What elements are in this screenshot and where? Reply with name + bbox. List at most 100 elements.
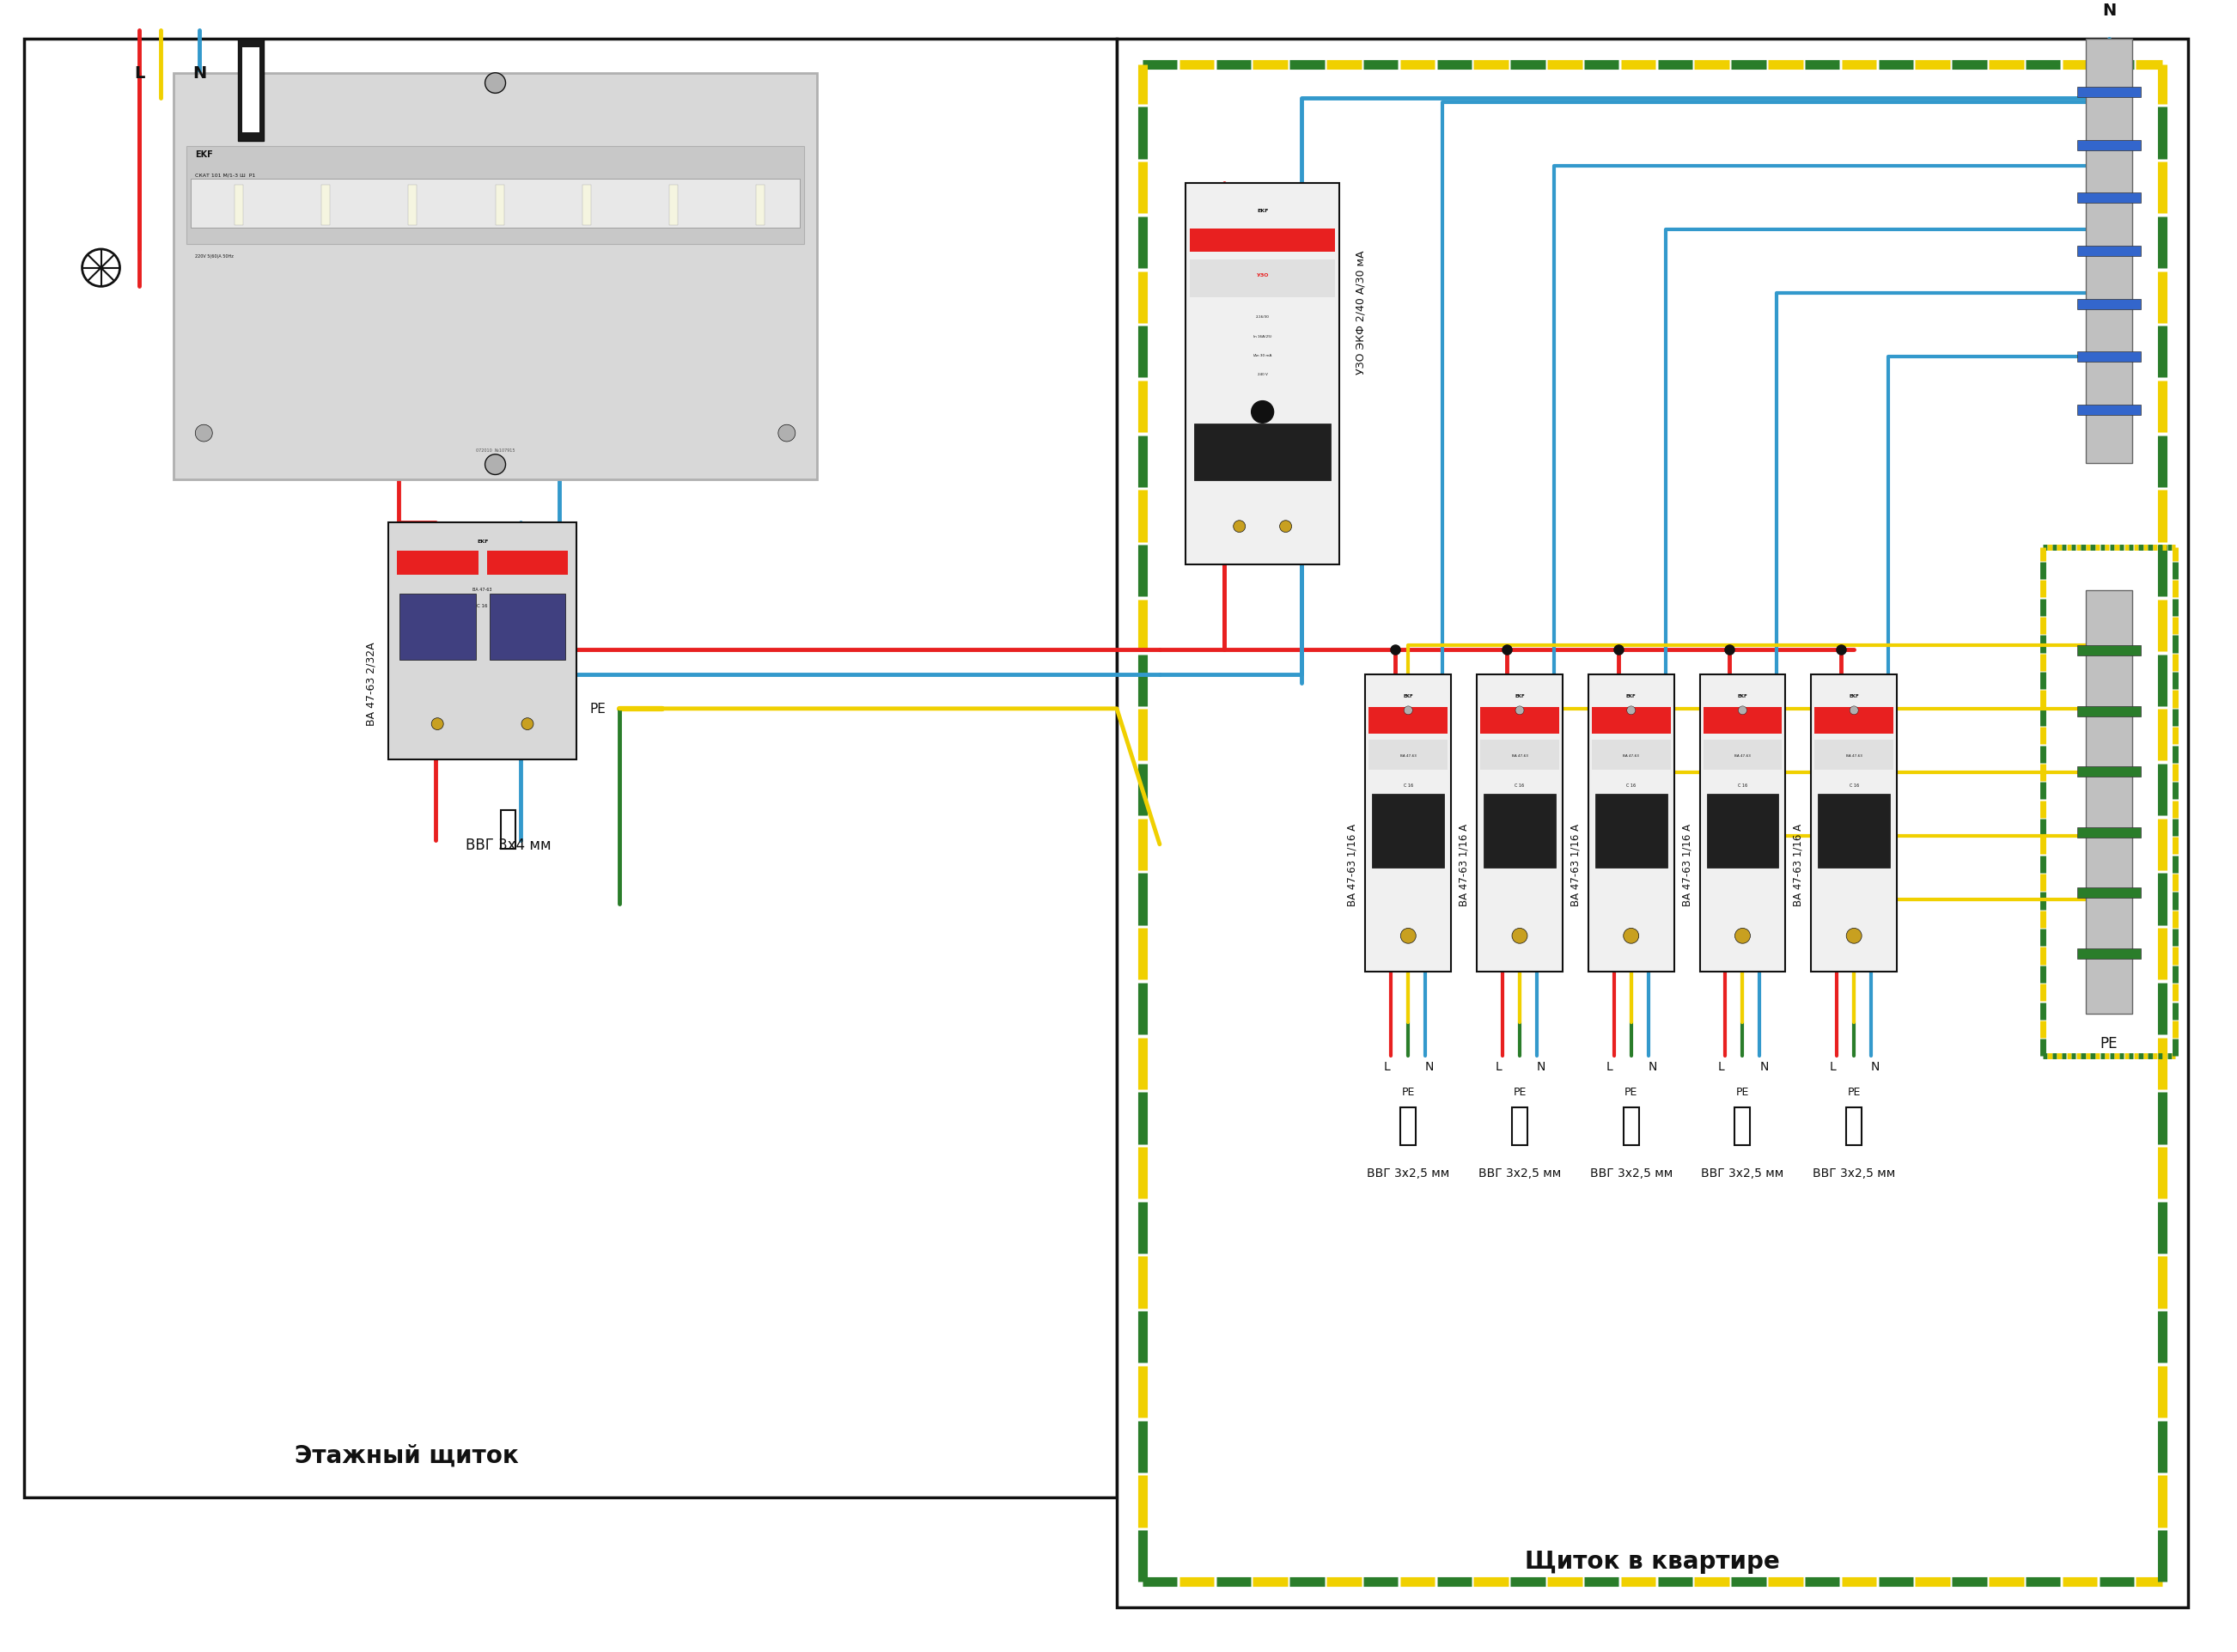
Text: L: L: [1718, 1061, 1725, 1072]
Bar: [396, 552, 479, 575]
Circle shape: [83, 249, 121, 287]
Bar: [1814, 707, 1893, 735]
Text: СКАТ 101 М/1-3 Ш  Р1: СКАТ 101 М/1-3 Ш Р1: [195, 173, 255, 177]
Text: L: L: [134, 66, 145, 81]
Bar: [1846, 1107, 1861, 1145]
Bar: [1588, 676, 1673, 971]
Text: C 16: C 16: [1514, 783, 1523, 786]
Bar: [1481, 707, 1559, 735]
Text: EKF: EKF: [195, 150, 213, 159]
Text: BA 47-63: BA 47-63: [1400, 753, 1416, 757]
Text: C 16: C 16: [1403, 783, 1414, 786]
Text: C 16: C 16: [1738, 783, 1747, 786]
Text: IΔn 30 mA: IΔn 30 mA: [1253, 354, 1271, 357]
Circle shape: [778, 425, 796, 443]
Bar: [398, 593, 476, 661]
Bar: [2076, 828, 2141, 838]
Text: ВВГ 3х2,5 мм: ВВГ 3х2,5 мм: [1367, 1166, 1450, 1178]
Circle shape: [1250, 401, 1273, 423]
Text: ВА 47-63 1/16 А: ВА 47-63 1/16 А: [1792, 823, 1803, 905]
Text: ВВГ 3х2,5 мм: ВВГ 3х2,5 мм: [1591, 1166, 1673, 1178]
Bar: [2076, 140, 2141, 150]
Circle shape: [485, 454, 506, 476]
Bar: [488, 552, 568, 575]
Text: BA 47-63: BA 47-63: [1734, 753, 1752, 757]
Bar: [2085, 40, 2132, 463]
Text: L: L: [1494, 1061, 1501, 1072]
Text: ВВГ 3х2,5 мм: ВВГ 3х2,5 мм: [1479, 1166, 1561, 1178]
Text: УЗО ЭКФ 2/40 А/30 мА: УЗО ЭКФ 2/40 А/30 мА: [1356, 251, 1367, 375]
Bar: [1707, 795, 1778, 867]
Text: 2-16/30: 2-16/30: [1255, 316, 1268, 319]
Bar: [2076, 246, 2141, 256]
Bar: [2076, 299, 2141, 309]
Text: In 16A(25): In 16A(25): [1253, 335, 1273, 339]
Bar: [1365, 676, 1452, 971]
Text: BA 47-63: BA 47-63: [1846, 753, 1861, 757]
Circle shape: [521, 719, 532, 730]
Bar: [1736, 1107, 1749, 1145]
Text: РЕ: РЕ: [1512, 1085, 1526, 1097]
Circle shape: [1738, 707, 1747, 715]
Text: ВА 47-63 1/16 А: ВА 47-63 1/16 А: [1570, 823, 1582, 905]
Bar: [1595, 795, 1667, 867]
Text: РЕ: РЕ: [1403, 1085, 1414, 1097]
Bar: [1819, 795, 1890, 867]
Bar: [1186, 183, 1340, 565]
Text: N: N: [192, 66, 206, 81]
Text: EKF: EKF: [476, 540, 488, 544]
Bar: [409, 185, 416, 226]
Bar: [582, 185, 591, 226]
Text: ВВГ 3х2,5 мм: ВВГ 3х2,5 мм: [1812, 1166, 1895, 1178]
Text: BA 47-63: BA 47-63: [1512, 753, 1528, 757]
Bar: [1593, 740, 1671, 770]
Bar: [389, 522, 577, 760]
Bar: [1190, 230, 1335, 253]
Text: C 16: C 16: [1850, 783, 1859, 786]
Text: N: N: [1425, 1061, 1434, 1072]
Bar: [1369, 707, 1447, 735]
Bar: [2076, 707, 2141, 717]
Bar: [1116, 40, 2188, 1607]
Text: EKF: EKF: [1626, 694, 1635, 699]
Circle shape: [1405, 707, 1412, 715]
Bar: [186, 147, 803, 244]
Bar: [2076, 405, 2141, 416]
Bar: [1481, 740, 1559, 770]
Text: L: L: [1830, 1061, 1837, 1072]
Text: BA 47-63: BA 47-63: [472, 586, 492, 591]
Bar: [1476, 676, 1564, 971]
Text: L: L: [1382, 1061, 1389, 1072]
Bar: [174, 74, 817, 481]
Text: ВА 47-63 1/16 А: ВА 47-63 1/16 А: [1347, 823, 1358, 905]
Bar: [1812, 676, 1897, 971]
Bar: [1814, 740, 1893, 770]
Text: РЕ: РЕ: [2101, 1036, 2118, 1051]
Bar: [1400, 1107, 1416, 1145]
Bar: [1702, 740, 1783, 770]
Text: 220V 5(60)A 50Hz: 220V 5(60)A 50Hz: [195, 254, 235, 259]
Circle shape: [1400, 928, 1416, 943]
Circle shape: [432, 719, 443, 730]
Circle shape: [195, 425, 213, 443]
Text: РЕ: РЕ: [1736, 1085, 1749, 1097]
Bar: [1195, 425, 1331, 481]
Text: N: N: [1537, 1061, 1546, 1072]
Bar: [1624, 1107, 1640, 1145]
Text: Щиток в квартире: Щиток в квартире: [1526, 1548, 1781, 1573]
Bar: [322, 185, 331, 226]
Bar: [1369, 740, 1447, 770]
Bar: [1371, 795, 1445, 867]
Bar: [1483, 795, 1555, 867]
Text: EKF: EKF: [1257, 208, 1268, 213]
Text: EKF: EKF: [1738, 694, 1747, 699]
Text: N: N: [2103, 2, 2116, 18]
Text: УЗО: УЗО: [1257, 273, 1268, 278]
Bar: [1700, 676, 1785, 971]
Circle shape: [485, 74, 506, 94]
Bar: [2076, 889, 2141, 899]
Text: РЕ: РЕ: [591, 702, 606, 715]
Circle shape: [1626, 707, 1635, 715]
Text: EKF: EKF: [1403, 694, 1414, 699]
Bar: [2085, 590, 2132, 1014]
